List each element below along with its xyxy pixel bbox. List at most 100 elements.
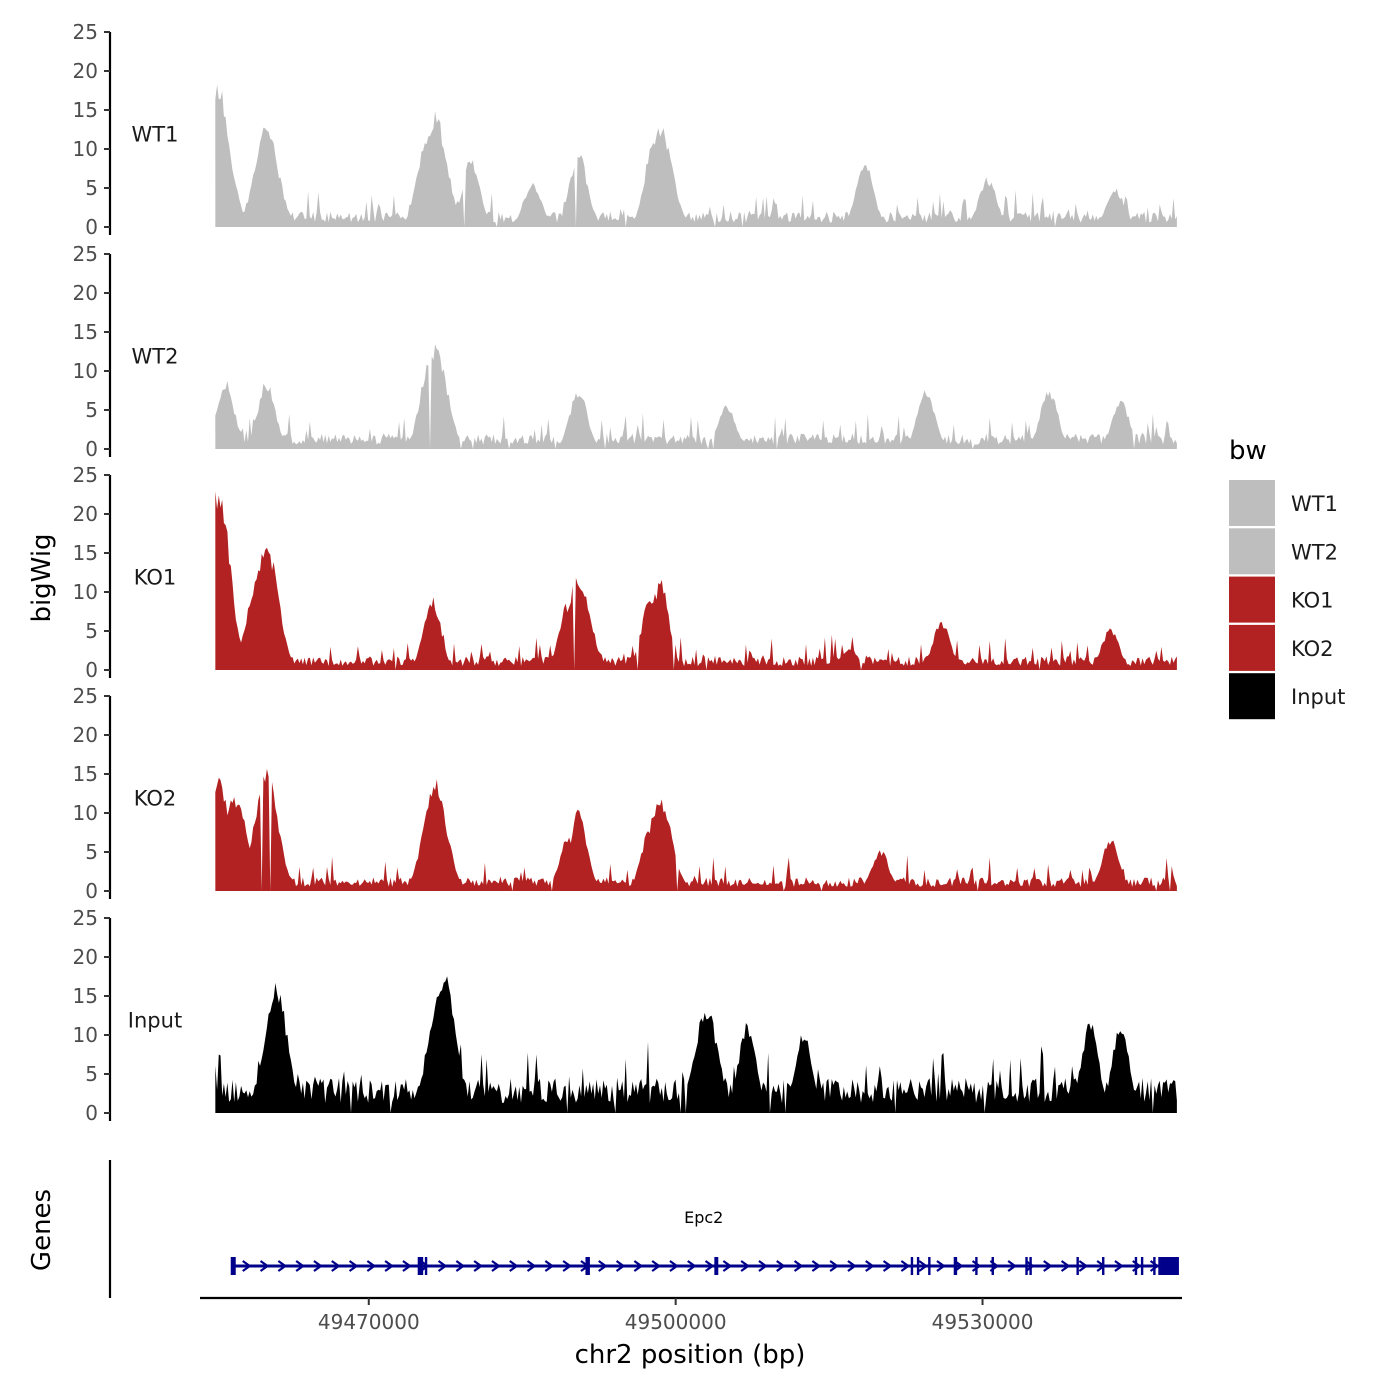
strand-arrow [402, 1260, 412, 1272]
strand-arrow [740, 1260, 751, 1272]
strand-arrow [1060, 1260, 1071, 1272]
strand-arrow [295, 1260, 306, 1272]
strand-arrow [259, 1260, 270, 1272]
legend-label-wt1: WT1 [1291, 492, 1338, 516]
strand-arrow [971, 1260, 982, 1272]
strand-arrow [1043, 1260, 1053, 1272]
track-label: KO2 [134, 786, 177, 810]
x-axis-title: chr2 position (bp) [575, 1340, 806, 1370]
track-wt2: 0 5 10 15 20 25 WT2 [73, 242, 1177, 461]
track-input: 0 5 10 15 20 25 Input [73, 906, 1177, 1125]
legend-key-ko2 [1229, 624, 1275, 671]
strand-arrow [882, 1260, 893, 1272]
y-tick-label: 5 [85, 1062, 98, 1086]
track-ko1: 0 5 10 15 20 25 KO1 [73, 463, 1177, 682]
x-tick-label: 49500000 [625, 1310, 727, 1334]
track-wt1: 0 5 10 15 20 25 WT1 [73, 20, 1177, 239]
legend-title: bw [1229, 436, 1267, 466]
y-tick-label: 20 [73, 281, 98, 305]
signal-area-wt2 [215, 344, 1177, 449]
strand-arrow [776, 1260, 786, 1272]
legend-key-wt2 [1229, 528, 1275, 575]
legend-label-ko2: KO2 [1291, 637, 1334, 661]
strand-arrow [455, 1260, 466, 1272]
signal-area-wt1 [215, 84, 1177, 227]
y-tick-label: 15 [73, 541, 98, 565]
strand-arrow [936, 1260, 946, 1272]
strand-arrow [491, 1260, 501, 1272]
strand-arrow [829, 1260, 840, 1272]
signal-tracks: 0510152025WT10510152025WT20510152025KO10… [73, 20, 1177, 1125]
strand-arrow [598, 1260, 608, 1272]
gene-exon [1158, 1257, 1161, 1275]
y-tick-label: 20 [73, 59, 98, 83]
y-tick-label: 25 [73, 242, 98, 266]
strand-arrow [811, 1260, 822, 1272]
legend: bw WT1 WT2 KO1 KO2 Input [1229, 436, 1345, 720]
strand-arrow [509, 1260, 519, 1272]
y-tick-label: 25 [73, 20, 98, 44]
legend-label-input: Input [1291, 685, 1345, 709]
strand-arrow [918, 1260, 929, 1272]
gene-label: Epc2 [684, 1208, 723, 1227]
gene-utr3 [1160, 1257, 1179, 1275]
y-tick-label: 0 [85, 658, 98, 682]
y-tick-label: 20 [73, 723, 98, 747]
y-tick-label: 15 [73, 320, 98, 344]
gene-exon [928, 1257, 931, 1275]
legend-key-input [1229, 673, 1275, 720]
strand-arrow [1149, 1260, 1160, 1272]
y-tick-label: 10 [73, 580, 98, 604]
y-tick-label: 0 [85, 879, 98, 903]
strand-arrow [348, 1260, 359, 1272]
gene-exon [954, 1257, 958, 1275]
signal-area-input [215, 976, 1177, 1113]
gene-exon [916, 1257, 920, 1275]
gene-exon [1025, 1257, 1028, 1275]
y-tick-label: 5 [85, 619, 98, 643]
strand-arrow [900, 1260, 911, 1272]
y-tick-label: 10 [73, 801, 98, 825]
gene-exon [1029, 1257, 1032, 1275]
track-label: WT1 [132, 122, 179, 146]
strand-arrow [865, 1260, 875, 1272]
strand-arrow [1025, 1260, 1035, 1272]
strand-arrow [1007, 1260, 1018, 1272]
track-label: KO1 [134, 565, 177, 589]
y-tick-label: 0 [85, 1101, 98, 1125]
gene-exon [714, 1257, 717, 1275]
y-tick-label: 10 [73, 137, 98, 161]
strand-arrow [669, 1260, 679, 1272]
strand-arrow [526, 1260, 537, 1272]
strand-arrow [366, 1260, 377, 1272]
legend-key-ko1 [1229, 576, 1275, 623]
gene-exon [1076, 1257, 1079, 1275]
gene-exon [991, 1257, 994, 1275]
strand-arrow [242, 1260, 252, 1272]
strand-arrow [758, 1260, 768, 1272]
track-label: Input [128, 1008, 182, 1032]
strand-arrow [793, 1260, 804, 1272]
gene-exon [424, 1257, 428, 1275]
track-ko2: 0 5 10 15 20 25 KO2 [73, 684, 1177, 903]
signal-area-ko1 [215, 491, 1177, 670]
legend-label-ko1: KO1 [1291, 589, 1334, 613]
gene-exon [587, 1257, 590, 1275]
strand-arrow [722, 1260, 733, 1272]
y-tick-label: 15 [73, 98, 98, 122]
y-tick-label: 5 [85, 840, 98, 864]
strand-arrow [437, 1260, 448, 1272]
gene-exon-first [230, 1257, 236, 1275]
strand-arrow [562, 1260, 573, 1272]
gene-exon [1140, 1257, 1144, 1275]
y-tick-label: 20 [73, 945, 98, 969]
y-tick-label: 0 [85, 215, 98, 239]
y-tick-label: 15 [73, 762, 98, 786]
y-tick-label: 10 [73, 1023, 98, 1047]
x-tick-label: 49470000 [318, 1310, 420, 1334]
y-tick-label: 25 [73, 906, 98, 930]
y-tick-label: 5 [85, 176, 98, 200]
strand-arrow [1114, 1260, 1124, 1272]
gene-panel: 49470000 49500000 49530000 Epc2 [108, 1160, 1182, 1334]
